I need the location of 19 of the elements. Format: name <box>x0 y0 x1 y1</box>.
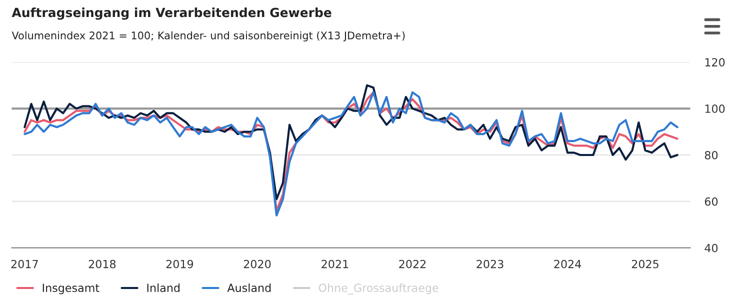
y-tick-label: 100 <box>705 104 725 113</box>
x-tick-label: 2024 <box>554 260 582 268</box>
x-tick-label: 2019 <box>166 260 194 268</box>
y-tick-label: 80 <box>704 150 718 160</box>
x-tick-label: 2025 <box>632 260 658 268</box>
y-tick-label: 120 <box>705 58 725 66</box>
x-tick-label: 2022 <box>399 260 426 268</box>
legend-label: Insgesamt <box>42 284 100 294</box>
x-tick-label: 2020 <box>244 260 271 268</box>
y-tick-label: 40 <box>704 244 718 252</box>
y-tick-label: 60 <box>704 197 718 206</box>
x-tick-label: 2018 <box>88 260 116 268</box>
chart-title: Auftragseingang im Verarbeitenden Gewerbe <box>12 8 332 20</box>
legend-label: Inland <box>147 283 180 292</box>
legend-label: Ausland <box>227 283 271 292</box>
x-tick-label: 2021 <box>322 260 348 268</box>
x-tick-label: 2023 <box>476 260 504 268</box>
chart-subtitle: Volumenindex 2021 = 100; Kalender- und saisonbereinigt (X13 JDemetra+) <box>12 31 405 42</box>
x-tick-label: 2017 <box>11 260 38 268</box>
